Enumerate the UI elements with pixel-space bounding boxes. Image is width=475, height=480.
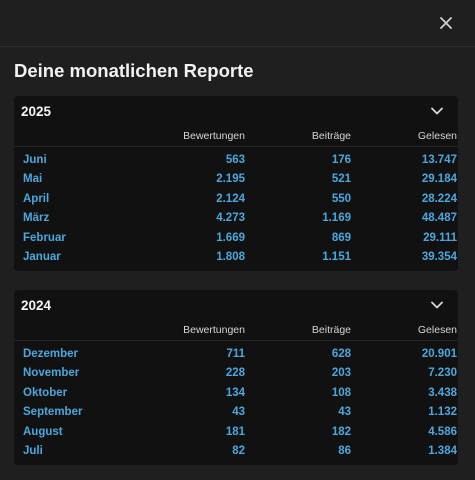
year-panel-2025: 2025 Bewertungen Beiträge Gelesen Juni 56… (14, 96, 458, 271)
table-body: Juni 563 176 13.747 Mai 2.195 521 29.184 April 2.… (14, 147, 458, 271)
posts-value: 203 (331, 367, 351, 380)
posts-value: 1.151 (322, 251, 351, 264)
table-body: Dezember 711 628 20.901 November 228 203 7.230 O… (14, 341, 458, 465)
column-header-ratings: Bewertungen (183, 130, 245, 142)
read-value: 20.901 (421, 347, 457, 360)
month-link[interactable]: September (23, 406, 83, 419)
column-header-posts: Beiträge (311, 324, 351, 336)
posts-value: 1.169 (322, 212, 351, 225)
read-value: 48.487 (421, 212, 457, 225)
read-value: 29.111 (423, 231, 457, 244)
ratings-value: 134 (225, 386, 245, 399)
ratings-value: 181 (225, 425, 245, 438)
column-header-ratings: Bewertungen (183, 324, 245, 336)
ratings-value: 228 (225, 367, 245, 380)
posts-value: 628 (331, 347, 351, 360)
month-link[interactable]: März (23, 212, 50, 225)
ratings-value: 4.273 (216, 212, 245, 225)
table-row[interactable]: Juli 82 86 1.384 (14, 442, 458, 462)
year-panel-header[interactable]: 2024 (14, 290, 458, 320)
table-row[interactable]: Mai 2.195 521 29.184 (14, 170, 458, 190)
table-row[interactable]: November 228 203 7.230 (14, 364, 458, 384)
read-value: 29.184 (421, 173, 457, 186)
table-row[interactable]: Oktober 134 108 3.438 (14, 383, 458, 403)
table-row[interactable]: Januar 1.808 1.151 39.354 (14, 248, 458, 268)
month-link[interactable]: April (23, 192, 50, 205)
ratings-value: 563 (225, 153, 245, 166)
posts-value: 521 (331, 173, 351, 186)
ratings-value: 711 (226, 347, 245, 360)
table-row[interactable]: September 43 43 1.132 (14, 403, 458, 423)
year-label: 2025 (21, 103, 52, 119)
read-value: 39.354 (421, 251, 457, 264)
table-row[interactable]: Dezember 711 628 20.901 (14, 344, 458, 364)
dialog-header (0, 0, 475, 47)
chevron-down-icon (431, 107, 443, 115)
month-link[interactable]: Januar (23, 251, 61, 264)
posts-value: 86 (338, 445, 351, 458)
close-icon (440, 17, 452, 29)
posts-value: 869 (331, 231, 351, 244)
table-row[interactable]: August 181 182 4.586 (14, 422, 458, 442)
ratings-value: 82 (232, 445, 245, 458)
year-panel-2024: 2024 Bewertungen Beiträge Gelesen Dezemb… (14, 290, 458, 465)
month-link[interactable]: Februar (23, 231, 66, 244)
read-value: 3.438 (428, 386, 457, 399)
page-title: Deine monatlichen Reporte (14, 60, 254, 81)
column-header-read: Gelesen (417, 130, 457, 142)
read-value: 28.224 (421, 192, 457, 205)
column-header-read: Gelesen (417, 324, 457, 336)
month-link[interactable]: Juni (23, 153, 47, 166)
read-value: 4.586 (428, 425, 457, 438)
read-value: 7.230 (428, 367, 457, 380)
posts-value: 176 (331, 153, 351, 166)
ratings-value: 2.124 (216, 192, 245, 205)
posts-value: 182 (331, 425, 351, 438)
chevron-down-icon (431, 301, 443, 309)
ratings-value: 2.195 (216, 173, 245, 186)
ratings-value: 43 (232, 406, 245, 419)
table-row[interactable]: April 2.124 550 28.224 (14, 189, 458, 209)
posts-value: 43 (338, 406, 351, 419)
posts-value: 550 (331, 192, 351, 205)
table-row[interactable]: März 4.273 1.169 48.487 (14, 209, 458, 229)
posts-value: 108 (331, 386, 351, 399)
year-label: 2024 (21, 297, 52, 313)
ratings-value: 1.808 (216, 251, 245, 264)
month-link[interactable]: August (23, 425, 63, 438)
year-panel-header[interactable]: 2025 (14, 96, 458, 126)
ratings-value: 1.669 (216, 231, 245, 244)
month-link[interactable]: Dezember (23, 347, 78, 360)
month-link[interactable]: Mai (23, 173, 43, 186)
column-headers: Bewertungen Beiträge Gelesen (14, 320, 458, 341)
close-button[interactable] (435, 12, 457, 34)
month-link[interactable]: Juli (23, 445, 43, 458)
column-headers: Bewertungen Beiträge Gelesen (14, 126, 458, 147)
table-row[interactable]: Februar 1.669 869 29.111 (14, 228, 458, 248)
collapse-toggle[interactable] (430, 104, 444, 118)
read-value: 1.132 (428, 406, 457, 419)
read-value: 1.384 (428, 445, 457, 458)
collapse-toggle[interactable] (430, 298, 444, 312)
table-row[interactable]: Juni 563 176 13.747 (14, 150, 458, 170)
column-header-posts: Beiträge (311, 130, 351, 142)
read-value: 13.747 (421, 153, 457, 166)
month-link[interactable]: Oktober (23, 386, 68, 399)
month-link[interactable]: November (23, 367, 80, 380)
